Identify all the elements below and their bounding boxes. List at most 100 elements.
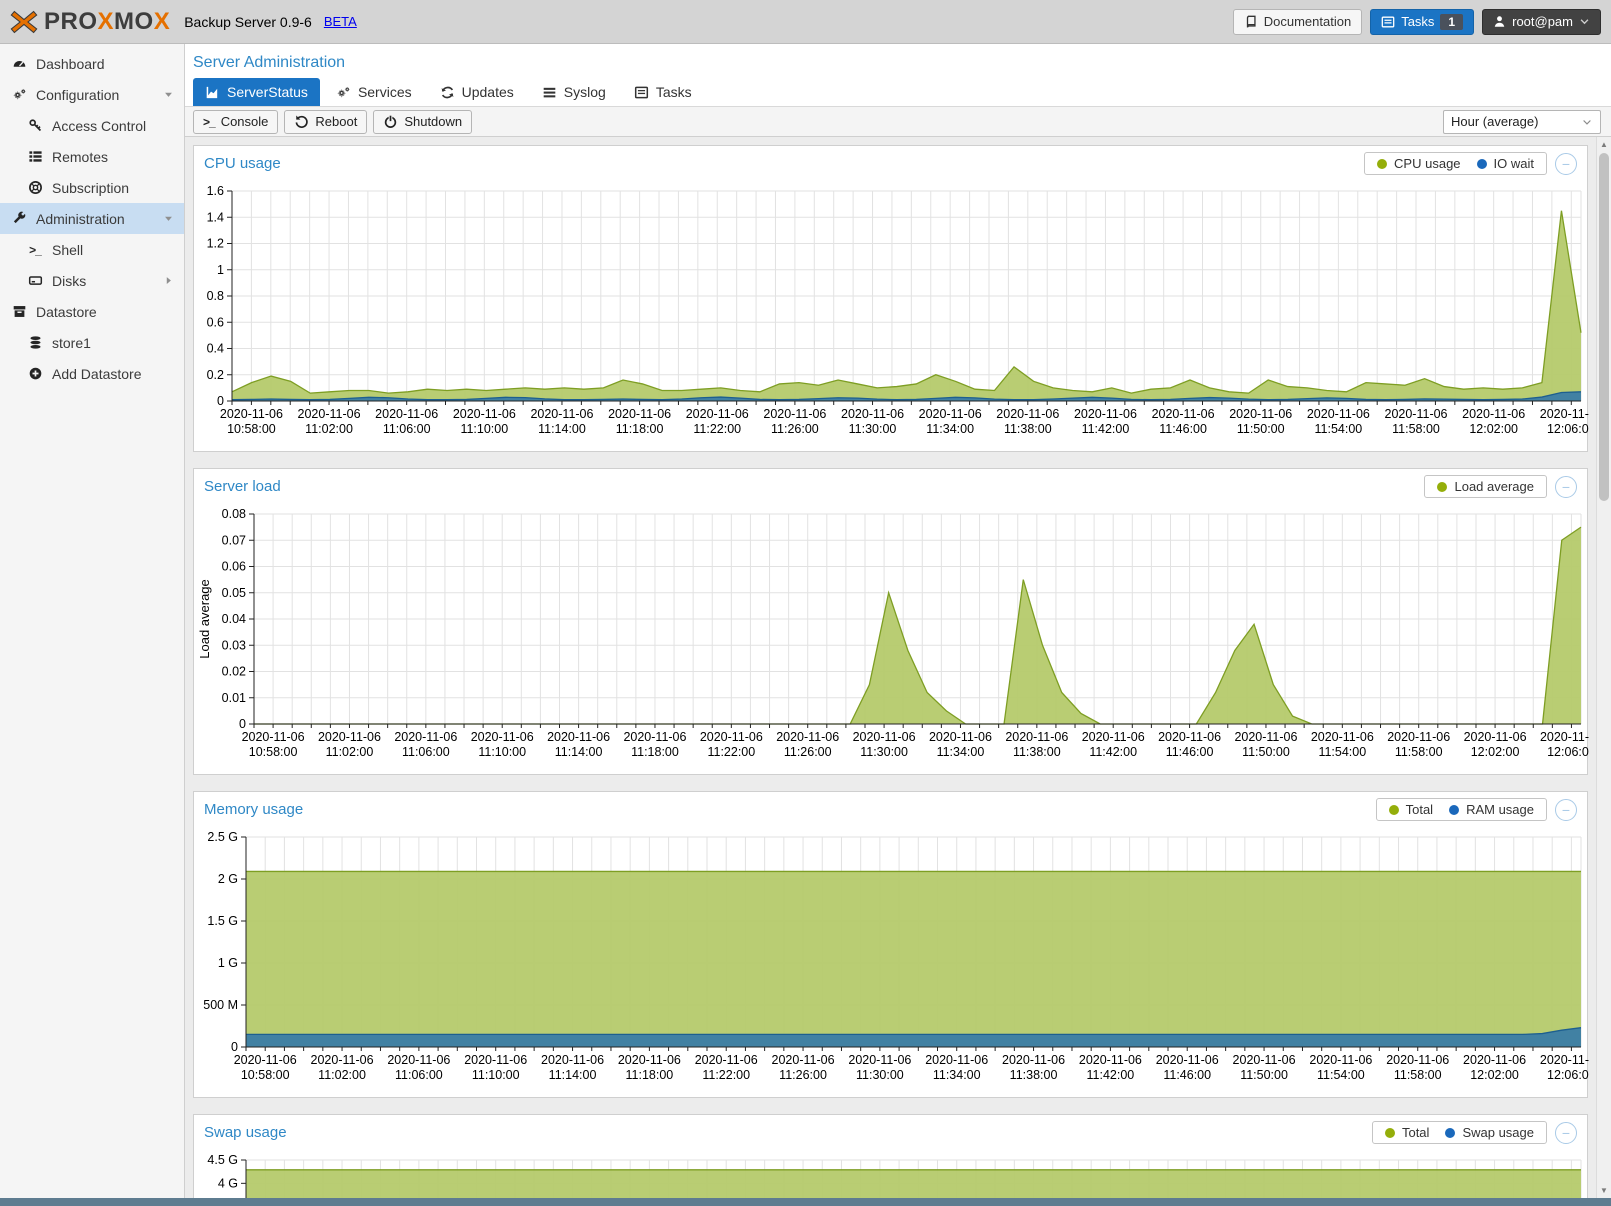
button-label: Console: [221, 114, 269, 129]
svg-text:2020-11-0611:46:00: 2020-11-0611:46:00: [1156, 1053, 1219, 1082]
sidebar-item-dashboard[interactable]: Dashboard: [0, 48, 184, 79]
tasks-label: Tasks: [1401, 14, 1434, 29]
panel-collapse-button[interactable]: −: [1555, 476, 1577, 498]
svg-text:1.6: 1.6: [207, 184, 224, 198]
console-button[interactable]: >_ Console: [193, 110, 278, 134]
svg-text:2020-11-0612:06:00: 2020-11-0612:06:00: [1540, 1053, 1589, 1082]
button-label: Shutdown: [404, 114, 462, 129]
svg-text:0.6: 0.6: [207, 315, 224, 329]
tasks-icon: [1381, 15, 1395, 29]
svg-text:2020-11-0611:10:00: 2020-11-0611:10:00: [453, 407, 516, 436]
sidebar-item-shell[interactable]: >_Shell: [0, 234, 184, 265]
power-icon: [383, 114, 398, 129]
tab-tasks[interactable]: Tasks: [622, 78, 704, 106]
sidebar-item-configuration[interactable]: Configuration: [0, 79, 184, 110]
database-icon: [26, 335, 44, 350]
page-title: Server Administration: [185, 44, 1611, 78]
panel-collapse-button[interactable]: −: [1555, 1122, 1577, 1144]
svg-text:2 G: 2 G: [218, 872, 238, 886]
sidebar-item-store1[interactable]: store1: [0, 327, 184, 358]
chart-legend: TotalRAM usage: [1376, 798, 1547, 821]
svg-text:2020-11-0611:06:00: 2020-11-0611:06:00: [394, 730, 457, 759]
svg-text:2020-11-0611:14:00: 2020-11-0611:14:00: [541, 1053, 604, 1082]
minus-circle-icon: −: [1562, 156, 1570, 172]
product-name: PROXMOX: [44, 8, 170, 36]
tab-services[interactable]: Services: [324, 78, 424, 106]
svg-text:2020-11-0611:50:00: 2020-11-0611:50:00: [1234, 730, 1297, 759]
svg-text:2020-11-0611:34:00: 2020-11-0611:34:00: [929, 730, 992, 759]
caret-right-icon: [163, 275, 174, 286]
svg-text:2020-11-0611:22:00: 2020-11-0611:22:00: [695, 1053, 758, 1082]
svg-text:2020-11-0611:02:00: 2020-11-0611:02:00: [318, 730, 381, 759]
sidebar-item-label: Configuration: [36, 87, 119, 103]
documentation-button[interactable]: Documentation: [1233, 9, 1362, 35]
panel-collapse-button[interactable]: −: [1555, 799, 1577, 821]
scrollbar-down-arrow[interactable]: ▼: [1597, 1186, 1611, 1195]
panel-title: Memory usage: [204, 801, 303, 818]
swap-usage-svg: 4.5 G4 G2020-11-0610:58:002020-11-0611:0…: [196, 1150, 1589, 1198]
svg-text:2020-11-0611:26:00: 2020-11-0611:26:00: [776, 730, 839, 759]
timeframe-value: Hour (average): [1451, 114, 1538, 129]
book-icon: [1244, 15, 1258, 29]
svg-text:2020-11-0612:02:00: 2020-11-0612:02:00: [1462, 407, 1525, 436]
svg-text:0.01: 0.01: [222, 691, 246, 705]
undo-icon: [294, 114, 309, 129]
disk-icon: [26, 273, 44, 288]
user-label: root@pam: [1512, 14, 1573, 29]
caret-down-icon: [163, 89, 174, 100]
svg-text:2.5 G: 2.5 G: [207, 830, 238, 844]
svg-text:2020-11-0611:18:00: 2020-11-0611:18:00: [623, 730, 686, 759]
tab-serverstatus[interactable]: ServerStatus: [193, 78, 320, 106]
terminal-icon: >_: [203, 114, 215, 129]
sidebar-item-add-datastore[interactable]: Add Datastore: [0, 358, 184, 389]
memory-usage-chart: 2.5 G2 G1.5 G1 G500 M02020-11-0610:58:00…: [194, 825, 1587, 1097]
svg-text:Load average: Load average: [197, 579, 212, 659]
svg-text:2020-11-0611:42:00: 2020-11-0611:42:00: [1082, 730, 1145, 759]
sidebar-item-datastore[interactable]: Datastore: [0, 296, 184, 327]
reboot-button[interactable]: Reboot: [284, 110, 367, 134]
gauge-icon: [10, 56, 28, 71]
svg-text:1: 1: [217, 263, 224, 277]
scrollbar-thumb[interactable]: [1599, 153, 1609, 501]
gears-icon: [336, 85, 351, 100]
panel-collapse-button[interactable]: −: [1555, 153, 1577, 175]
legend-item: Load average: [1437, 479, 1534, 494]
svg-text:2020-11-0611:50:00: 2020-11-0611:50:00: [1233, 1053, 1296, 1082]
product-subtitle: Backup Server 0.9-6: [184, 14, 312, 30]
scrollbar-up-arrow[interactable]: ▲: [1597, 140, 1611, 149]
sidebar-item-remotes[interactable]: Remotes: [0, 141, 184, 172]
tab-updates[interactable]: Updates: [428, 78, 526, 106]
shutdown-button[interactable]: Shutdown: [373, 110, 472, 134]
legend-dot: [1445, 1128, 1455, 1138]
svg-text:4.5 G: 4.5 G: [207, 1153, 238, 1167]
brand: PROXMOX Backup Server 0.9-6 BETA: [10, 8, 357, 36]
sidebar-item-access-control[interactable]: Access Control: [0, 110, 184, 141]
tab-syslog[interactable]: Syslog: [530, 78, 618, 106]
minus-circle-icon: −: [1562, 479, 1570, 495]
timeframe-select[interactable]: Hour (average): [1443, 110, 1601, 134]
beta-link[interactable]: BETA: [324, 14, 357, 29]
svg-text:0.02: 0.02: [222, 665, 246, 679]
sidebar-item-label: Subscription: [52, 180, 129, 196]
tasks-button[interactable]: Tasks 1: [1370, 9, 1474, 35]
svg-text:2020-11-0611:30:00: 2020-11-0611:30:00: [853, 730, 916, 759]
legend-label: RAM usage: [1466, 802, 1534, 817]
svg-text:0.08: 0.08: [222, 507, 246, 521]
svg-text:0.03: 0.03: [222, 638, 246, 652]
svg-text:2020-11-0611:42:00: 2020-11-0611:42:00: [1079, 1053, 1142, 1082]
plus-circle-icon: [26, 366, 44, 381]
user-menu-button[interactable]: root@pam: [1482, 9, 1601, 35]
svg-text:2020-11-0611:30:00: 2020-11-0611:30:00: [848, 1053, 911, 1082]
legend-label: CPU usage: [1394, 156, 1460, 171]
chart-legend: CPU usageIO wait: [1364, 152, 1547, 175]
sidebar-item-disks[interactable]: Disks: [0, 265, 184, 296]
scrollbar[interactable]: ▲ ▼: [1596, 137, 1611, 1198]
chart-legend: TotalSwap usage: [1372, 1121, 1547, 1144]
sidebar-item-administration[interactable]: Administration: [0, 203, 184, 234]
wrench-icon: [10, 211, 28, 226]
toolbar: >_ Console Reboot Shutdown Hour (average): [185, 106, 1611, 137]
sidebar-item-subscription[interactable]: Subscription: [0, 172, 184, 203]
svg-text:2020-11-0612:06:00: 2020-11-0612:06:00: [1540, 407, 1589, 436]
svg-text:0: 0: [239, 717, 246, 731]
legend-dot: [1385, 1128, 1395, 1138]
